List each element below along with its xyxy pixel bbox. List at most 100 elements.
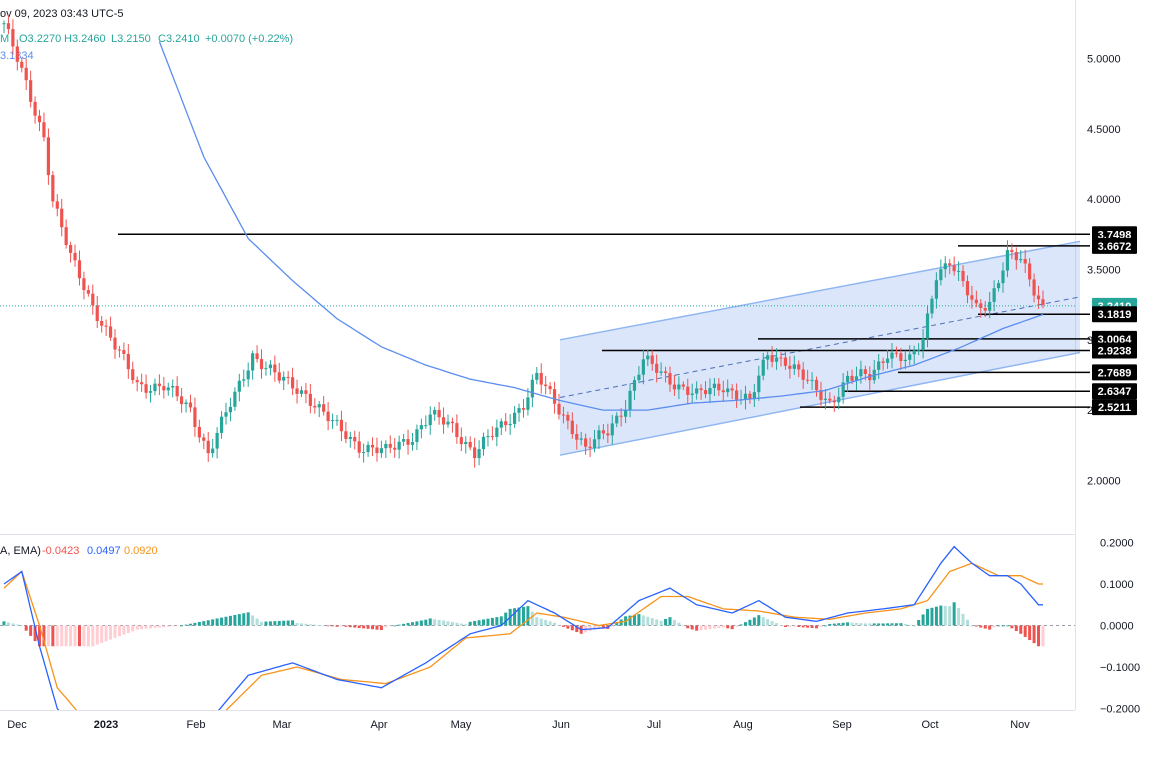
candle-body <box>135 380 139 383</box>
candle-body <box>819 390 823 400</box>
support-resistance-lines[interactable] <box>118 233 1090 408</box>
macd-histogram-bar <box>149 625 153 629</box>
macd-histogram-bar <box>890 623 894 626</box>
macd-title: A, EMA) <box>0 545 41 557</box>
macd-histogram-bar <box>157 625 161 628</box>
macd-histogram-bar <box>171 625 175 627</box>
macd-histogram-bar <box>384 625 388 628</box>
candle-body <box>1023 259 1027 264</box>
macd-histogram-bar <box>126 625 130 633</box>
candle-body <box>508 423 512 426</box>
candle-body <box>983 308 987 311</box>
candle-body <box>610 423 614 436</box>
candle-body <box>943 263 947 270</box>
macd-histogram-bar <box>51 625 55 647</box>
macd-histogram-bar <box>282 620 286 626</box>
macd-histogram-bar <box>757 615 761 626</box>
level-badge <box>1092 237 1137 254</box>
macd-histogram-bar <box>655 619 659 626</box>
macd-histogram-bar <box>379 625 383 631</box>
macd-histogram-bar <box>113 625 117 638</box>
close-value: C3.2410 <box>158 33 200 45</box>
macd-histogram-bar <box>823 625 827 627</box>
macd-histogram-bar <box>42 625 46 647</box>
channel-upper <box>559 240 1081 341</box>
candle-body <box>446 421 450 425</box>
candle-body <box>242 379 246 381</box>
macd-histogram-bar <box>117 625 121 637</box>
macd-histogram-bar <box>513 608 517 626</box>
macd-histogram-bar <box>260 621 264 626</box>
candle-body <box>42 122 46 138</box>
candle-body <box>557 403 561 415</box>
candle-body <box>606 433 610 436</box>
candle-body <box>441 417 446 425</box>
macd-histogram-bar <box>184 624 188 626</box>
candle-body <box>55 201 59 209</box>
candle-body <box>304 390 308 394</box>
candle-body <box>877 361 881 370</box>
candle-body <box>517 408 521 413</box>
macd-tick-label: −0.1000 <box>1100 662 1140 674</box>
candle-body <box>393 447 397 450</box>
candle-body <box>659 371 663 373</box>
candle-body <box>552 389 557 404</box>
open-value: O3.2270 <box>19 33 61 45</box>
candle-body <box>299 390 304 394</box>
macd-histogram-bar <box>442 620 446 626</box>
price-axis[interactable]: 5.00004.50004.00003.50003.00002.50002.00… <box>1087 53 1121 487</box>
macd-histogram-bar <box>530 611 534 626</box>
macd-histogram-bar <box>60 625 64 647</box>
candle-body <box>468 441 472 448</box>
macd-histogram-bar <box>664 618 668 626</box>
candle-body <box>774 357 779 362</box>
price-tick-label: 4.5000 <box>1087 124 1121 136</box>
candle-body <box>330 420 335 422</box>
candle-body <box>86 290 90 294</box>
candle-body <box>548 386 552 390</box>
candle-body <box>308 393 312 406</box>
macd-line-value: 0.0497 <box>87 545 121 557</box>
candle-body <box>575 434 579 440</box>
macd-histogram-bar <box>433 619 437 626</box>
macd-histogram-bar <box>815 625 819 629</box>
macd-histogram-bar <box>55 625 59 647</box>
macd-histogram-bar <box>255 618 259 626</box>
signal-line <box>3 562 1043 710</box>
time-axis[interactable]: Dec 2023 Feb Mar Apr May Jun Jul Aug Sep Oct Nov <box>7 719 1030 731</box>
candle-body <box>277 372 281 381</box>
candle-body <box>1019 259 1023 261</box>
macd-histogram-bar <box>632 614 636 626</box>
candle-body <box>504 421 508 426</box>
candle-body <box>437 409 441 418</box>
candle-body <box>655 363 659 373</box>
macd-histogram-bar <box>921 614 925 626</box>
candle-body <box>219 416 224 433</box>
candle-body <box>366 444 370 453</box>
candle-body <box>1036 295 1041 300</box>
macd-histogram-bar <box>499 616 503 626</box>
candle-body <box>353 436 357 442</box>
candle-body <box>273 364 277 373</box>
level-label: 3.1819 <box>1098 309 1132 321</box>
macd-histogram-bar <box>846 622 850 626</box>
candle-body <box>180 396 184 405</box>
candle-body <box>597 430 601 440</box>
level-badge <box>1092 383 1137 400</box>
macd-histogram-bar <box>588 625 592 632</box>
macd-histogram-bar <box>362 625 366 629</box>
candle-body <box>148 391 153 393</box>
candle-body <box>1028 263 1032 280</box>
macd-histogram-bar <box>246 612 250 626</box>
candle-body <box>641 359 645 375</box>
macd-histogram-bar <box>291 620 295 626</box>
candle-body <box>881 361 885 363</box>
candle-body <box>632 380 637 391</box>
candle-body <box>104 325 108 327</box>
candle-body <box>854 376 859 381</box>
macd-histogram-bar <box>1041 625 1045 647</box>
candle-body <box>459 437 463 445</box>
macd-histogram-bar <box>557 624 561 626</box>
candle-body <box>513 412 517 424</box>
